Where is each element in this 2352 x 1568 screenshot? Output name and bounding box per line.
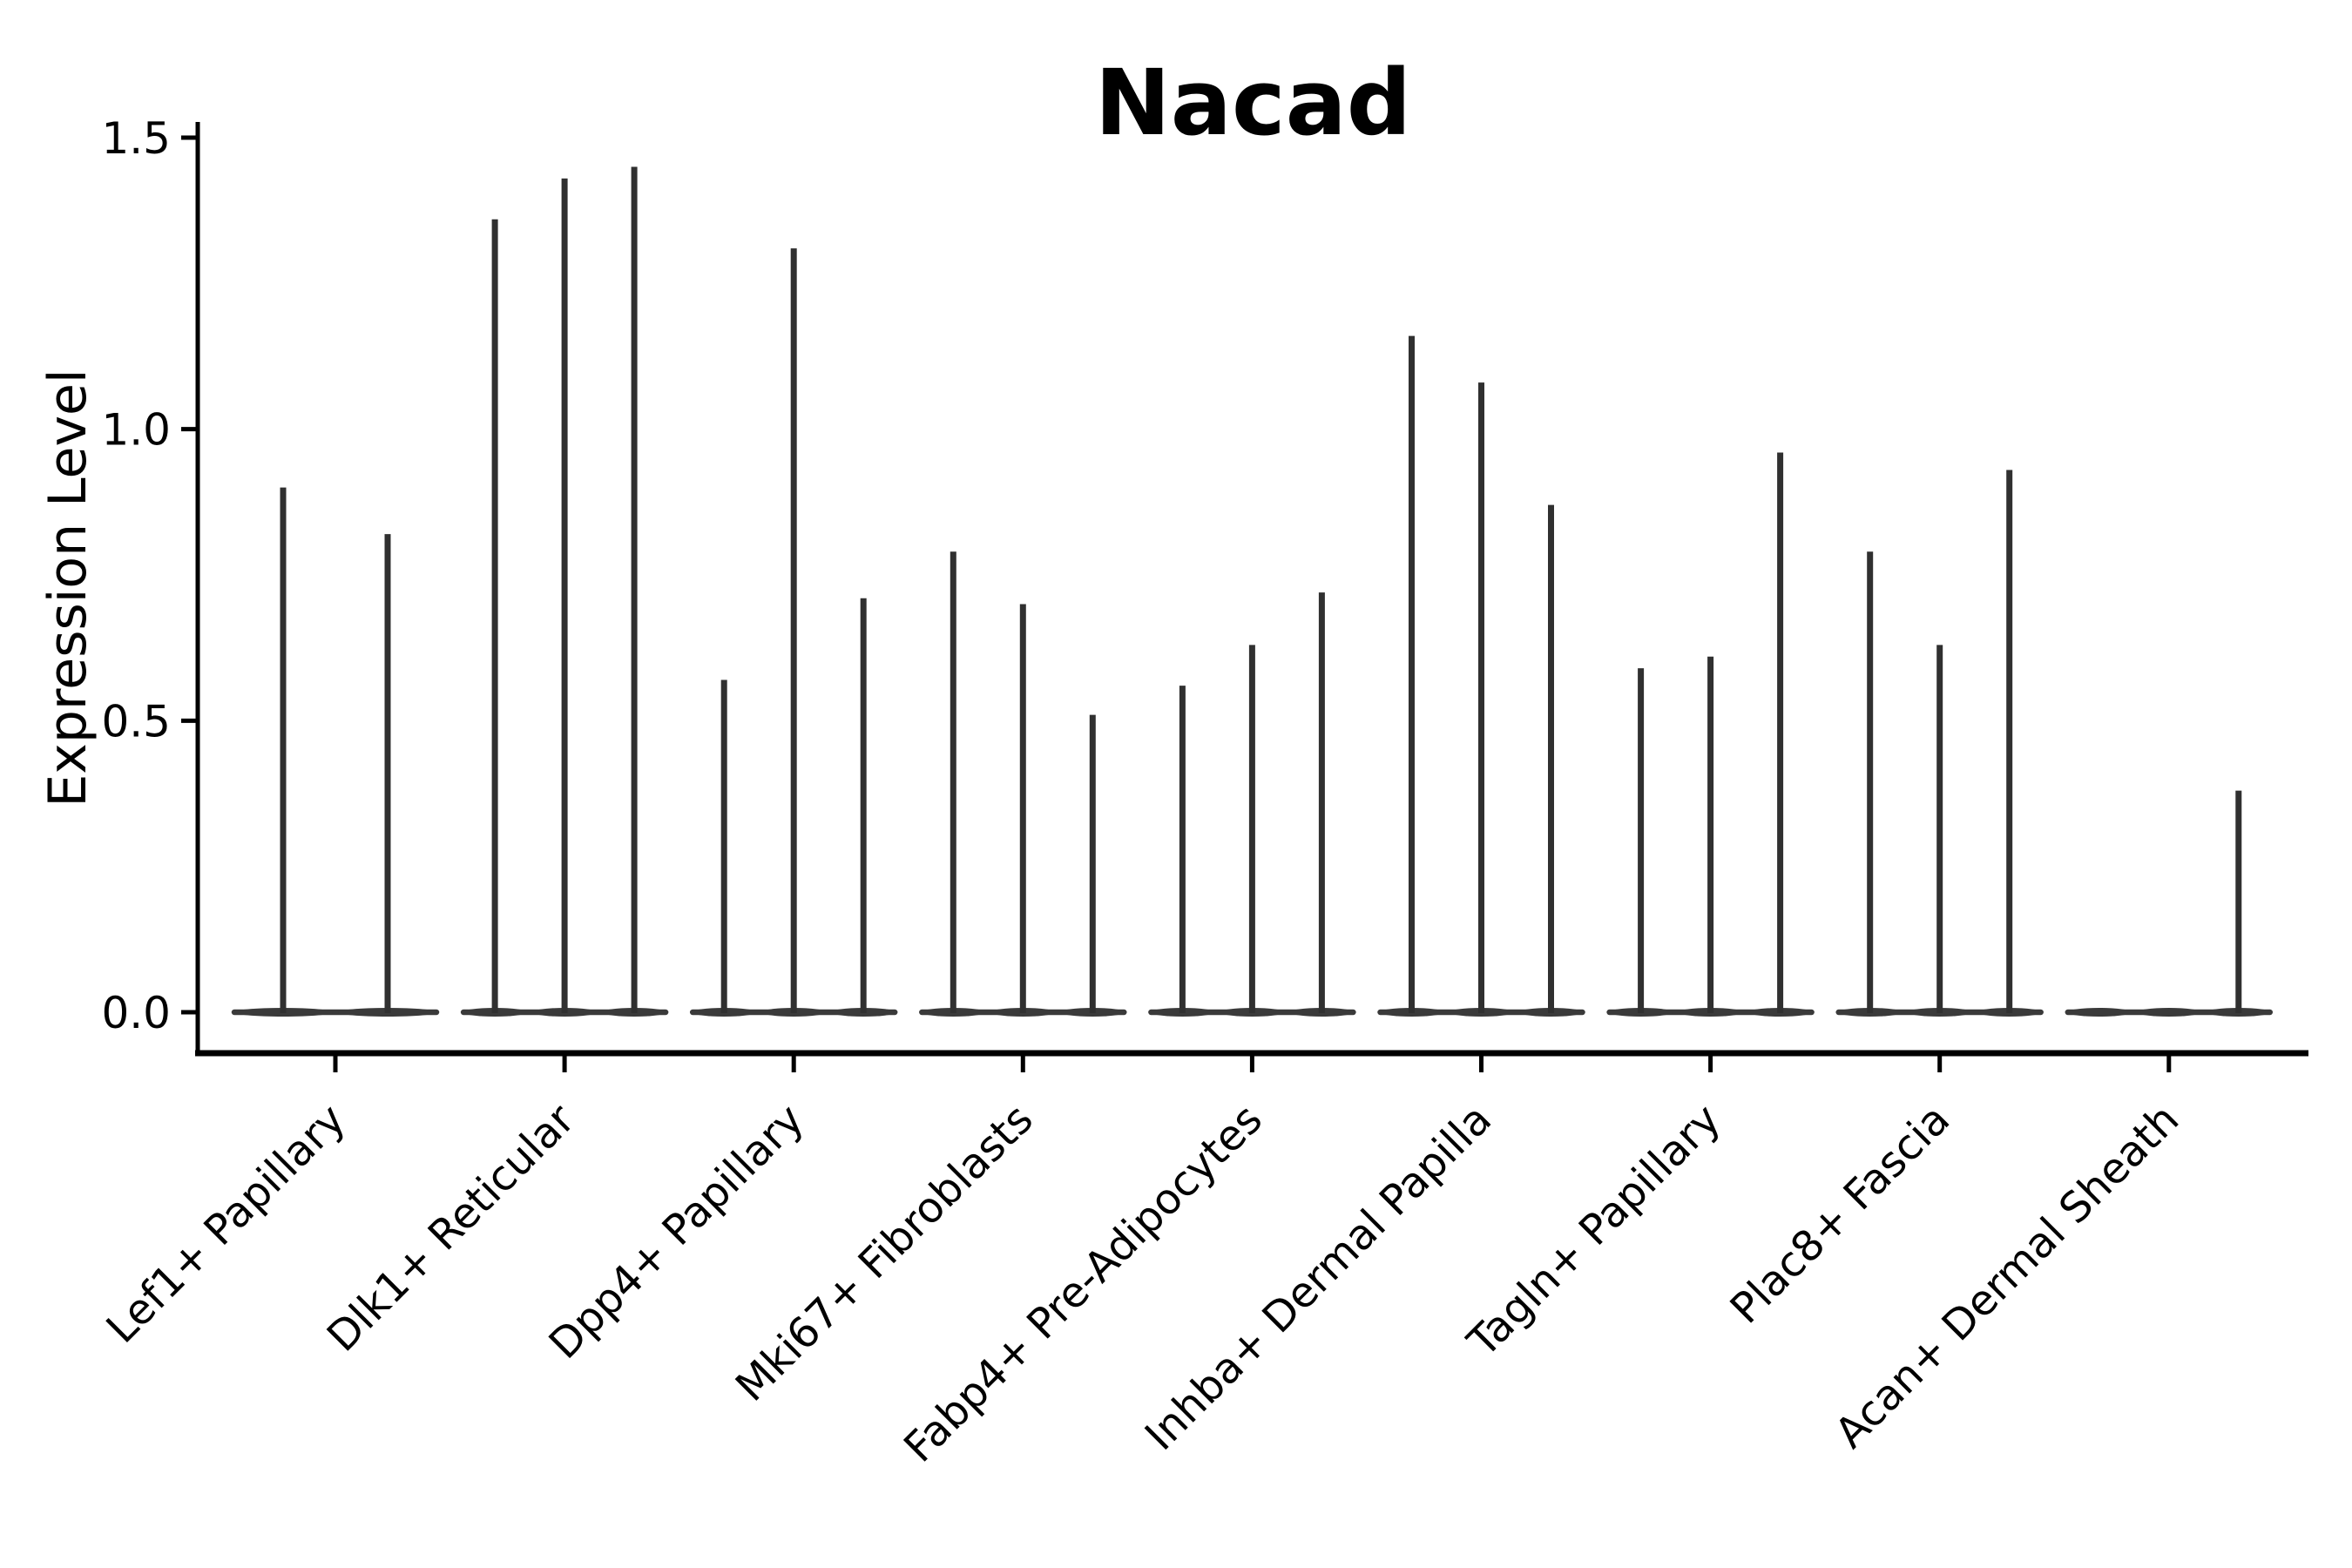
x-category-label: Dpp4+ Papillary [540, 1095, 814, 1369]
y-tick-label: 1.5 [101, 113, 171, 164]
y-tick-label: 0.5 [101, 696, 171, 747]
violin-body [2066, 1008, 2132, 1017]
plot-title: Nacad [1094, 50, 1412, 156]
x-category-label: Lef1+ Papillary [98, 1095, 355, 1353]
y-tick-label: 0.0 [101, 988, 171, 1038]
violin-body [2136, 1008, 2201, 1017]
x-category-label: Tagln+ Papillary [1458, 1095, 1730, 1367]
x-category-label: Plac8+ Fascia [1721, 1095, 1960, 1334]
y-tick-label: 1.0 [101, 405, 171, 456]
x-category-label: Dlk1+ Reticular [318, 1095, 585, 1362]
